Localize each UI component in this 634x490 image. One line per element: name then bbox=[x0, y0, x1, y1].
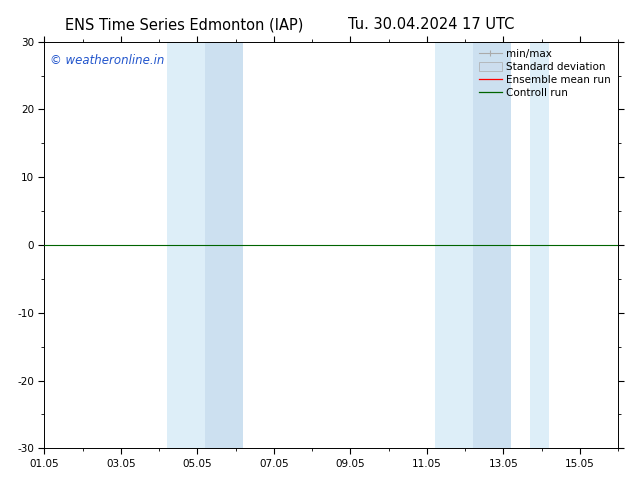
Legend: min/max, Standard deviation, Ensemble mean run, Controll run: min/max, Standard deviation, Ensemble me… bbox=[475, 45, 615, 102]
Text: © weatheronline.in: © weatheronline.in bbox=[50, 54, 164, 67]
Text: Tu. 30.04.2024 17 UTC: Tu. 30.04.2024 17 UTC bbox=[348, 17, 514, 32]
Bar bbox=[473, 42, 511, 448]
Bar bbox=[434, 42, 473, 448]
Text: ENS Time Series Edmonton (IAP): ENS Time Series Edmonton (IAP) bbox=[65, 17, 303, 32]
Bar bbox=[205, 42, 243, 448]
Bar bbox=[530, 42, 549, 448]
Bar bbox=[167, 42, 205, 448]
